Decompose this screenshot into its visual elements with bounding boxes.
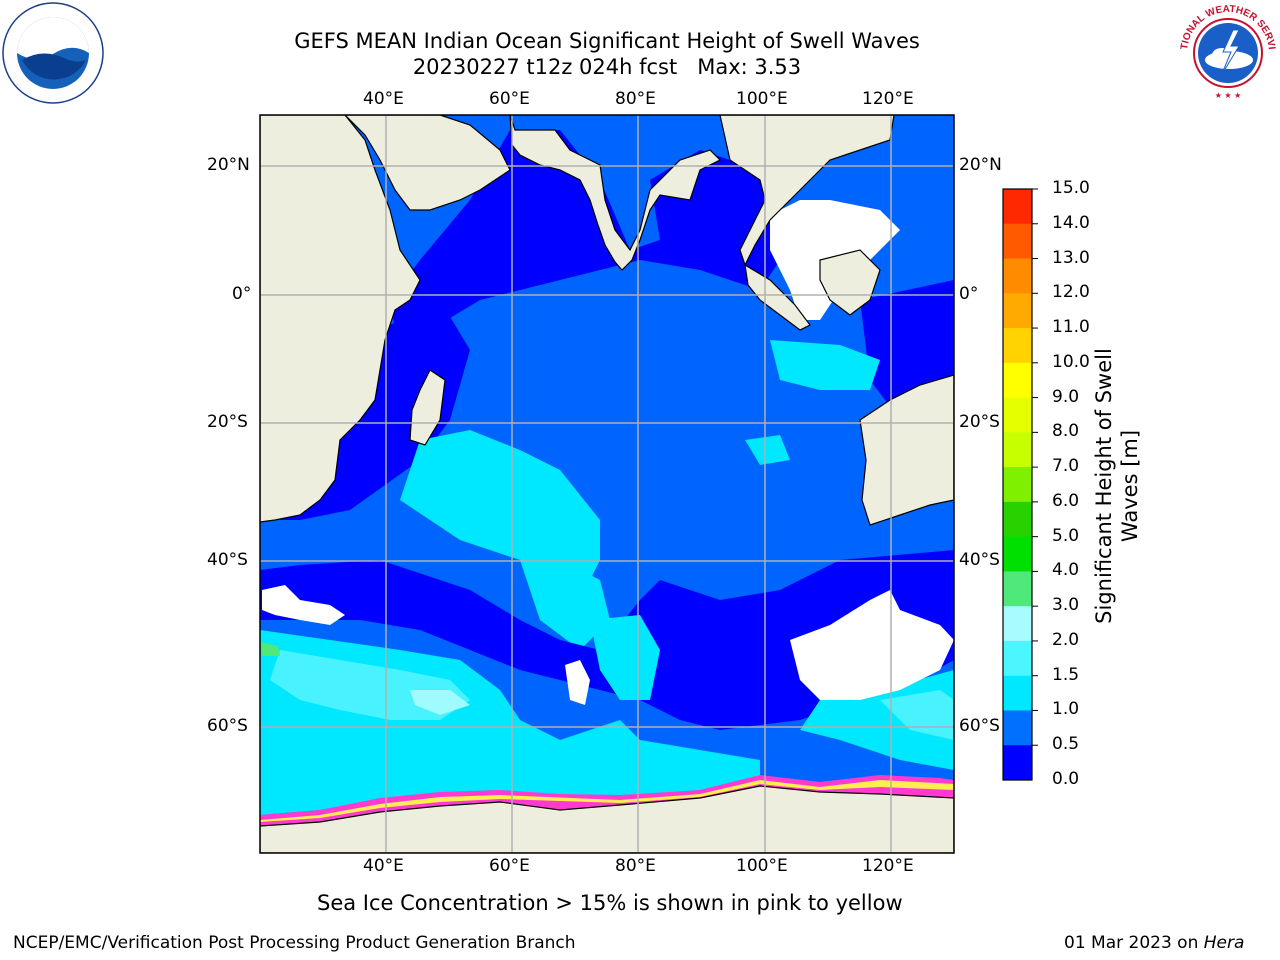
colorbar-tick-label: 9.0 xyxy=(1052,386,1080,407)
missing-data-kerguelen xyxy=(565,660,590,705)
colorbar-segment xyxy=(1003,501,1032,538)
land-australia xyxy=(859,374,954,526)
swell-1-1-5-east xyxy=(770,340,880,390)
colorbar-tick-label: 10.0 xyxy=(1052,351,1090,372)
lon-label-bottom-60e: 60°E xyxy=(489,856,530,876)
colorbar xyxy=(1003,188,1038,781)
swell-1-1-5-kerguelen xyxy=(590,615,660,700)
colorbar-segment xyxy=(1003,432,1032,468)
missing-data-south-africa xyxy=(262,585,345,625)
colorbar-tick-label: 13.0 xyxy=(1052,247,1090,268)
colorbar-title: Significant Height of Swell Waves [m] xyxy=(1092,348,1142,624)
colorbar-segment xyxy=(1003,606,1032,642)
colorbar-tick-label: 15.0 xyxy=(1052,178,1090,198)
lon-label-top-120e: 120°E xyxy=(862,89,914,109)
land-india xyxy=(509,115,722,271)
footer-date: 01 Mar 2023 on xyxy=(1064,933,1204,953)
graticule xyxy=(260,115,954,853)
lat-label-right-0: 0° xyxy=(959,284,979,304)
land-borneo xyxy=(819,249,881,316)
colorbar-tick-label: 4.0 xyxy=(1052,560,1080,581)
footer-host: Hera xyxy=(1203,933,1245,953)
noaa-logo: NOAA xyxy=(2,2,104,104)
lon-label-bottom-120e: 120°E xyxy=(862,856,914,876)
map-frame xyxy=(259,114,955,854)
swell-3-4-max xyxy=(260,642,280,656)
missing-data-australia-south xyxy=(790,590,954,700)
colorbar-segment xyxy=(1003,293,1032,329)
land-madagascar xyxy=(409,369,446,446)
lat-label-right-60s: 60°S xyxy=(959,716,1000,736)
colorbar-tick-label: 7.0 xyxy=(1052,456,1080,477)
lon-label-top-40e: 40°E xyxy=(363,89,404,109)
lon-label-top-80e: 80°E xyxy=(615,89,656,109)
land-indochina xyxy=(719,115,895,267)
lon-label-bottom-100e: 100°E xyxy=(736,856,788,876)
colorbar-segment xyxy=(1003,258,1032,294)
lat-label-left-20n: 20°N xyxy=(207,155,250,175)
colorbar-segment xyxy=(1003,223,1032,260)
sea-ice-note: Sea Ice Concentration > 15% is shown in … xyxy=(317,891,903,915)
lat-label-right-20s: 20°S xyxy=(959,412,1000,432)
swell-1-1-5-west xyxy=(400,430,600,600)
colorbar-segment xyxy=(1003,328,1032,364)
colorbar-frame xyxy=(1002,188,1033,781)
colorbar-tick-label: 2.0 xyxy=(1052,629,1080,650)
colorbar-segment xyxy=(1003,710,1032,746)
colorbar-tick-label: 11.0 xyxy=(1052,317,1090,338)
lon-label-top-60e: 60°E xyxy=(489,89,530,109)
chart-title: GEFS MEAN Indian Ocean Significant Heigh… xyxy=(294,29,920,53)
chart-subtitle: 20230227 t12z 024h fcst Max: 3.53 xyxy=(412,55,802,79)
swell-1-1-5-mid xyxy=(520,560,610,650)
lat-label-left-0: 0° xyxy=(232,284,252,304)
colorbar-segment xyxy=(1003,189,1032,225)
colorbar-tick-label: 0.0 xyxy=(1052,769,1080,789)
nws-logo: NATIONAL WEATHER SERVICE ★ ★ ★ xyxy=(1173,0,1279,104)
colorbar-segment xyxy=(1003,362,1032,399)
colorbar-tick-label: 8.0 xyxy=(1052,421,1080,442)
colorbar-segment xyxy=(1003,675,1032,711)
colorbar-tick-label: 3.0 xyxy=(1052,595,1080,616)
colorbar-tick-label: 0.5 xyxy=(1052,734,1080,755)
lon-label-bottom-40e: 40°E xyxy=(363,856,404,876)
svg-text:★ ★ ★: ★ ★ ★ xyxy=(1215,91,1242,100)
colorbar-tick-label: 1.5 xyxy=(1052,664,1080,685)
colorbar-segment xyxy=(1003,745,1032,781)
sea-ice-edge xyxy=(260,780,954,822)
colorbar-tick-label: 6.0 xyxy=(1052,490,1080,511)
footer-left: NCEP/EMC/Verification Post Processing Pr… xyxy=(13,933,576,953)
colorbar-segment xyxy=(1003,640,1032,677)
lat-label-left-20s: 20°S xyxy=(207,412,248,432)
footer-right: 01 Mar 2023 on Hera xyxy=(1064,933,1244,953)
colorbar-tick-label: 14.0 xyxy=(1052,212,1090,233)
lat-label-left-60s: 60°S xyxy=(207,716,248,736)
colorbar-tick-label: 12.0 xyxy=(1052,282,1090,303)
swell-1-1-5-east2 xyxy=(745,435,790,465)
colorbar-tick-label: 5.0 xyxy=(1052,525,1080,546)
lat-label-right-40s: 40°S xyxy=(959,550,1000,570)
map-fields xyxy=(260,115,954,853)
land-sumatra xyxy=(744,263,811,331)
colorbar-segment xyxy=(1003,571,1032,607)
colorbar-tick-label: 1.0 xyxy=(1052,699,1080,720)
land-africa xyxy=(260,115,421,523)
lon-label-bottom-80e: 80°E xyxy=(615,856,656,876)
lat-label-right-20n: 20°N xyxy=(959,155,1002,175)
colorbar-segment xyxy=(1003,467,1032,503)
land-antarctica xyxy=(260,785,954,853)
lon-label-top-100e: 100°E xyxy=(736,89,788,109)
noaa-logo-text: NOAA xyxy=(31,27,75,44)
colorbar-segment xyxy=(1003,536,1032,572)
swell-2-3-southwest xyxy=(410,690,470,715)
lat-label-left-40s: 40°S xyxy=(207,550,248,570)
low-swell-south-belt xyxy=(260,550,954,730)
colorbar-segment xyxy=(1003,397,1032,433)
